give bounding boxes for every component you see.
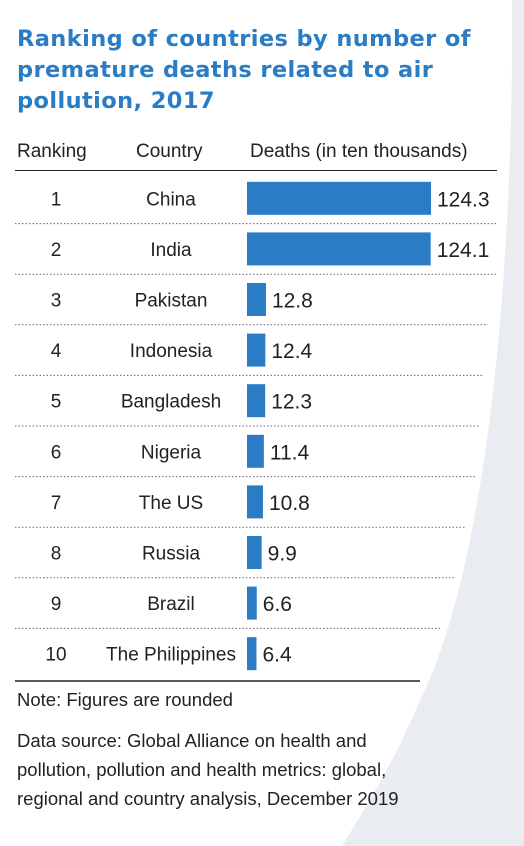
note-text: Note: Figures are rounded (17, 689, 233, 710)
rank-label: 5 (51, 392, 62, 413)
bar-7 (247, 485, 263, 519)
bar-6 (247, 434, 264, 468)
value-label: 6.4 (262, 644, 292, 667)
bar-9 (247, 586, 257, 620)
value-label: 9.9 (268, 543, 297, 566)
value-label: 12.3 (271, 391, 312, 414)
value-label: 12.8 (272, 290, 313, 313)
rank-label: 1 (51, 189, 62, 210)
chart-title: Ranking of countries by number of premat… (17, 26, 471, 114)
value-label: 6.6 (263, 593, 292, 616)
bar-10 (247, 637, 257, 671)
country-label: Nigeria (141, 442, 202, 463)
country-label: Pakistan (135, 291, 208, 312)
country-column-header: Country (136, 141, 203, 162)
bar-3 (247, 283, 266, 316)
country-label: The US (139, 493, 203, 514)
rank-label: 9 (51, 594, 62, 615)
rank-label: 7 (51, 493, 62, 514)
country-label: India (150, 240, 192, 261)
country-label: Indonesia (130, 341, 213, 362)
rank-label: 4 (51, 341, 62, 362)
country-label: China (146, 189, 196, 210)
rank-label: 10 (45, 645, 66, 666)
rank-label: 3 (51, 291, 62, 312)
value-label: 124.3 (437, 188, 490, 211)
deaths-column-header: Deaths (in ten thousands) (250, 141, 468, 162)
bar-2 (247, 232, 431, 266)
country-label: Brazil (147, 594, 195, 615)
bar-4 (247, 333, 266, 367)
data-source-text: Data source: Global Alliance on health a… (17, 730, 399, 809)
header-rule (15, 170, 497, 171)
country-label: Russia (142, 544, 201, 565)
country-label: The Philippines (106, 645, 236, 666)
bar-5 (247, 384, 266, 418)
country-label: Bangladesh (121, 392, 221, 413)
value-label: 10.8 (269, 492, 310, 515)
rank-label: 8 (51, 544, 62, 565)
ranking-column-header: Ranking (17, 141, 87, 162)
bar-1 (247, 181, 431, 215)
rank-label: 6 (51, 442, 62, 463)
rank-label: 2 (51, 240, 62, 261)
value-label: 11.4 (270, 441, 310, 464)
value-label: 124.1 (437, 239, 490, 262)
bar-8 (247, 536, 262, 569)
value-label: 12.4 (271, 340, 312, 363)
